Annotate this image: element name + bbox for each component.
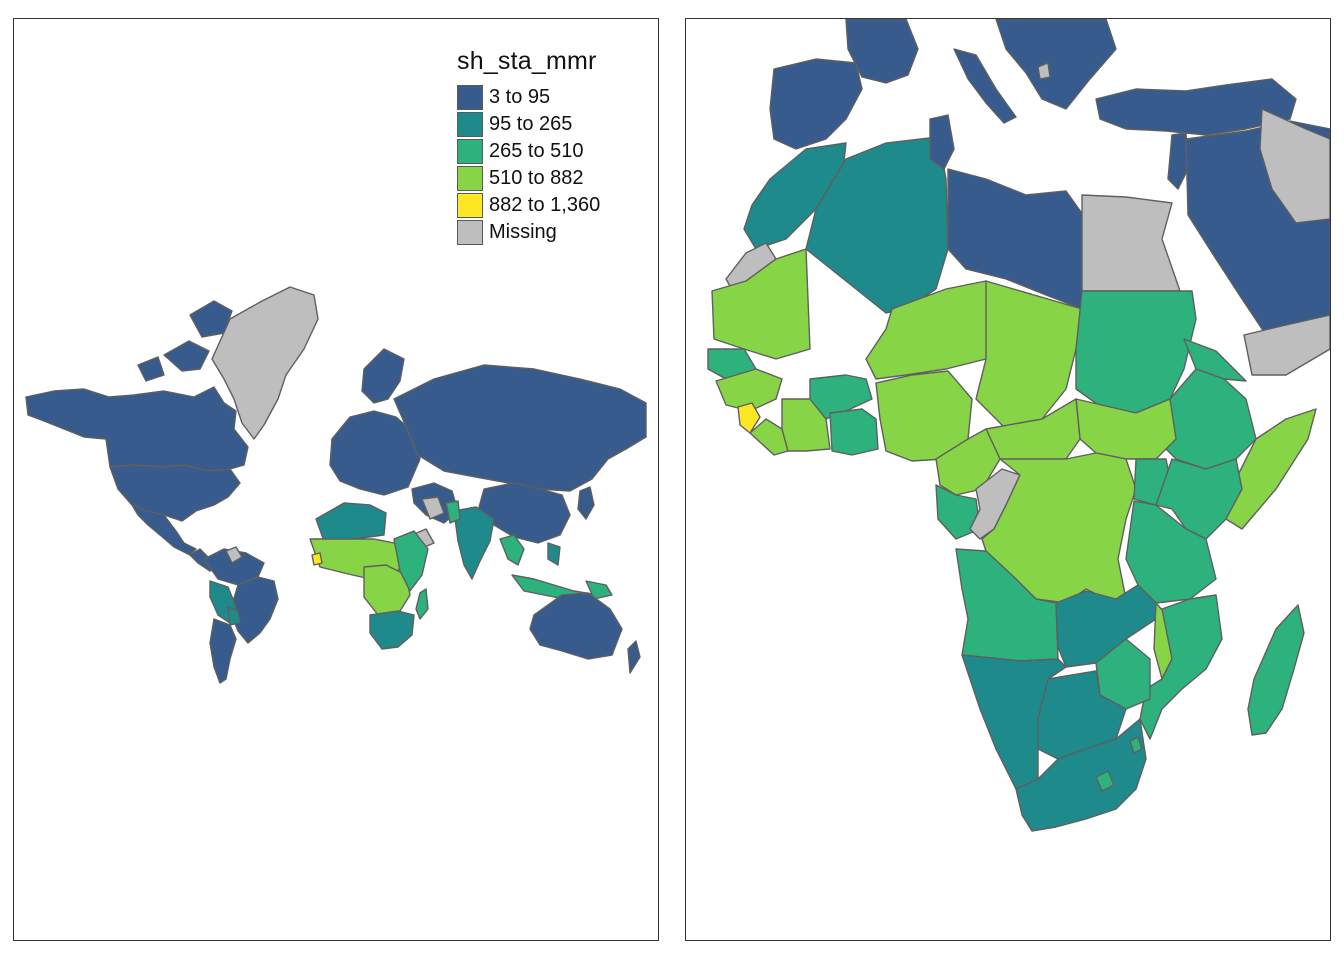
country-guinea[interactable] <box>715 368 783 412</box>
map-legend: sh_sta_mmr 3 to 95 95 to 265 265 to 510 … <box>457 47 647 246</box>
country-madagascar[interactable] <box>415 588 429 620</box>
country-png[interactable] <box>585 580 613 600</box>
legend-swatch-1 <box>457 85 483 110</box>
country-niger[interactable] <box>865 280 1001 380</box>
country-morocco[interactable] <box>743 142 847 250</box>
country-yemen-gray[interactable] <box>1243 314 1330 376</box>
country-cameroon[interactable] <box>935 428 1001 496</box>
country-russia[interactable] <box>393 364 647 492</box>
country-small-gray[interactable] <box>1037 62 1051 80</box>
country-balkans[interactable] <box>995 19 1117 110</box>
country-n-africa[interactable] <box>315 502 387 542</box>
legend-item-5: 882 to 1,360 <box>457 192 647 219</box>
country-sierra-leone[interactable] <box>311 552 323 566</box>
country-iran-afgh[interactable] <box>421 496 445 520</box>
country-philippines[interactable] <box>547 542 561 566</box>
legend-title: sh_sta_mmr <box>457 47 597 75</box>
country-italy[interactable] <box>953 48 1017 124</box>
country-drc[interactable] <box>981 452 1137 604</box>
country-greenland[interactable] <box>211 286 319 440</box>
country-europe[interactable] <box>329 410 421 496</box>
world-map <box>25 286 647 684</box>
country-e-africa[interactable] <box>393 530 429 592</box>
legend-swatch-3 <box>457 139 483 164</box>
country-australia[interactable] <box>529 592 623 660</box>
country-scandinavia[interactable] <box>361 348 405 404</box>
country-japan[interactable] <box>577 486 595 520</box>
legend-item-3: 265 to 510 <box>457 138 647 165</box>
legend-item-4: 510 to 882 <box>457 165 647 192</box>
legend-swatch-5 <box>457 193 483 218</box>
legend-swatch-6 <box>457 220 483 245</box>
country-tunisia[interactable] <box>929 114 955 170</box>
legend-item-1: 3 to 95 <box>457 84 647 111</box>
country-burkina[interactable] <box>809 374 873 420</box>
country-france[interactable] <box>845 19 919 84</box>
country-kenya[interactable] <box>1155 458 1243 540</box>
country-usa[interactable] <box>109 464 241 522</box>
legend-label-1: 3 to 95 <box>489 86 551 108</box>
country-algeria[interactable] <box>805 136 949 314</box>
country-pakistan[interactable] <box>445 500 461 524</box>
country-gray-east[interactable] <box>1259 108 1330 224</box>
legend-swatch-2 <box>457 112 483 137</box>
country-eswatini[interactable] <box>1129 736 1143 754</box>
country-eritrea[interactable] <box>1183 338 1247 382</box>
arctic-islands-1[interactable] <box>163 340 210 372</box>
country-ghana-togo[interactable] <box>829 408 879 456</box>
world-map-panel: sh_sta_mmr 3 to 95 95 to 265 265 to 510 … <box>13 18 659 941</box>
legend-label-2: 95 to 265 <box>489 113 573 135</box>
legend-swatch-4 <box>457 166 483 191</box>
country-new-zealand[interactable] <box>627 640 641 674</box>
country-sierra-leone-r[interactable] <box>737 402 761 434</box>
country-madagascar-r[interactable] <box>1247 604 1305 736</box>
country-canada[interactable] <box>25 386 249 472</box>
country-guianas[interactable] <box>225 546 243 564</box>
country-mauritania[interactable] <box>711 248 811 360</box>
country-paraguay[interactable] <box>227 606 241 626</box>
legend-label-5: 882 to 1,360 <box>489 194 601 216</box>
country-india[interactable] <box>453 506 495 580</box>
country-turkey[interactable] <box>1095 78 1297 136</box>
country-mozambique[interactable] <box>1139 594 1223 740</box>
country-tanzania[interactable] <box>1125 500 1217 604</box>
legend-item-6: Missing <box>457 219 647 246</box>
country-argentina-chile[interactable] <box>209 618 237 684</box>
legend-label-4: 510 to 882 <box>489 167 584 189</box>
legend-label-3: 265 to 510 <box>489 140 584 162</box>
country-se-asia[interactable] <box>499 534 525 566</box>
legend-item-2: 95 to 265 <box>457 111 647 138</box>
country-lesotho[interactable] <box>1095 770 1115 792</box>
africa-map <box>686 19 1330 832</box>
country-mexico[interactable] <box>131 504 197 556</box>
country-southern-africa[interactable] <box>369 610 415 650</box>
country-iberia[interactable] <box>769 58 863 150</box>
country-egypt[interactable] <box>1081 194 1181 292</box>
arctic-islands-3[interactable] <box>137 356 165 382</box>
legend-label-6: Missing <box>489 221 557 243</box>
country-levant[interactable] <box>1167 132 1189 190</box>
country-south-africa[interactable] <box>1015 718 1147 832</box>
country-central-africa[interactable] <box>363 564 411 616</box>
africa-map-panel <box>685 18 1331 941</box>
